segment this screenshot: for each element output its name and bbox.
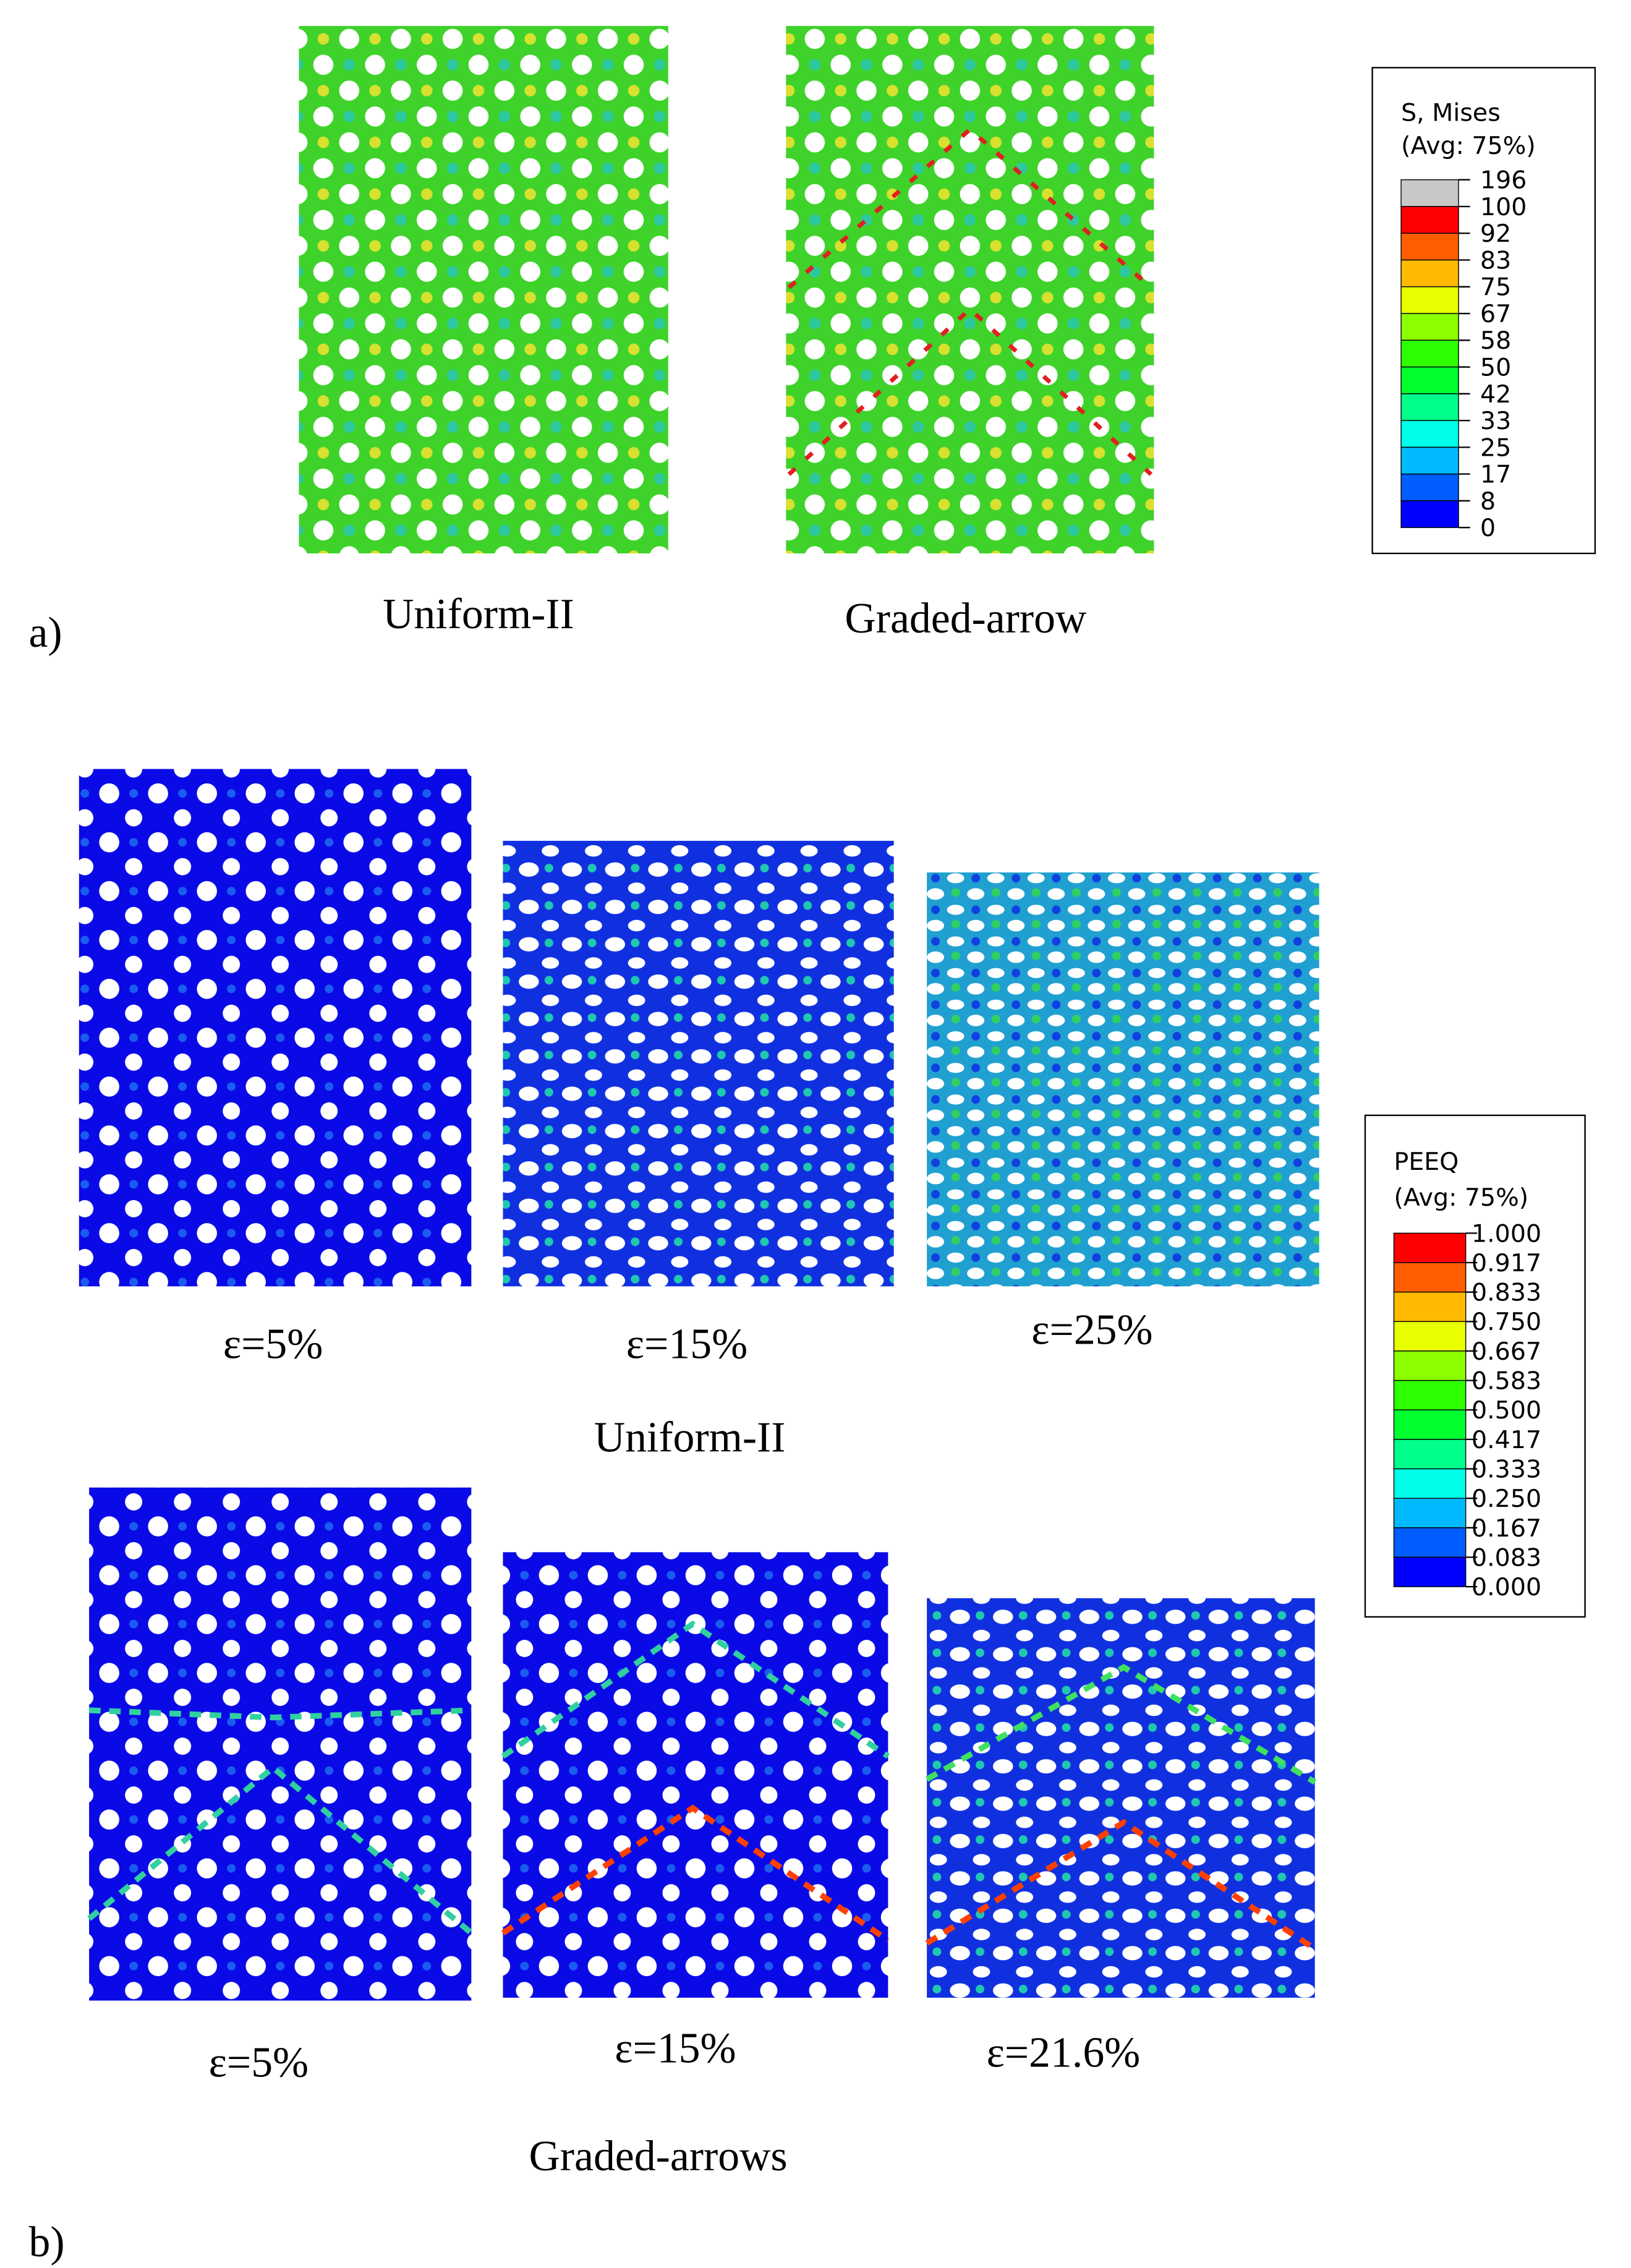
panel-label: a) xyxy=(28,609,62,657)
legend-swatch xyxy=(1393,1409,1467,1440)
legend-subtitle: (Avg: 75%) xyxy=(1401,132,1536,160)
caption: ε=15% xyxy=(615,2024,736,2072)
legend-label: 17 xyxy=(1480,461,1511,489)
legend-label: 33 xyxy=(1480,407,1511,435)
caption: Graded-arrow xyxy=(845,595,1087,642)
legend-swatch xyxy=(1400,232,1459,261)
legend-label: 50 xyxy=(1480,354,1511,382)
caption: ε=21.6% xyxy=(987,2029,1141,2076)
legend-swatch xyxy=(1400,206,1459,234)
legend-label: 1.000 xyxy=(1471,1219,1541,1248)
legend-swatch xyxy=(1400,179,1459,207)
legend-swatch xyxy=(1400,420,1459,448)
legend-swatch xyxy=(1393,1262,1467,1293)
legend-label: 58 xyxy=(1480,326,1511,355)
row-title: Graded-arrows xyxy=(529,2133,787,2180)
sim-image xyxy=(299,26,668,554)
legend-title: PEEQ xyxy=(1394,1148,1459,1176)
legend-label: 83 xyxy=(1480,246,1511,275)
legend-swatch xyxy=(1393,1556,1467,1587)
legend-label: 0.000 xyxy=(1471,1573,1541,1601)
legend-swatch xyxy=(1400,393,1459,421)
panel-label: b) xyxy=(28,2219,64,2266)
legend-subtitle: (Avg: 75%) xyxy=(1394,1183,1529,1212)
legend-swatch xyxy=(1393,1350,1467,1381)
legend-label: 0.417 xyxy=(1471,1426,1541,1454)
legend-label: 0.500 xyxy=(1471,1396,1541,1425)
sim-image xyxy=(503,840,894,1287)
caption: Uniform-II xyxy=(383,590,574,638)
legend-label: 25 xyxy=(1480,433,1511,462)
legend-swatch xyxy=(1393,1232,1467,1263)
row-title: Uniform-II xyxy=(594,1414,786,1462)
legend-label: 8 xyxy=(1480,487,1496,516)
legend-swatch xyxy=(1393,1468,1467,1499)
sim-image xyxy=(503,1552,888,1998)
legend-label: 0.333 xyxy=(1471,1455,1541,1483)
sim-image xyxy=(927,1598,1315,1998)
legend-label: 100 xyxy=(1480,193,1527,221)
sim-image xyxy=(927,872,1319,1287)
sim-image xyxy=(89,1487,472,2001)
legend-swatch xyxy=(1393,1439,1467,1470)
sim-image xyxy=(79,769,472,1287)
sim-image xyxy=(786,26,1154,554)
legend-swatch xyxy=(1400,339,1459,368)
legend-label: 196 xyxy=(1480,166,1527,195)
caption: ε=5% xyxy=(223,1321,323,1368)
caption: ε=15% xyxy=(626,1321,747,1368)
legend-label: 0.167 xyxy=(1471,1514,1541,1543)
legend-swatch xyxy=(1393,1379,1467,1410)
legend-swatch xyxy=(1393,1527,1467,1558)
legend-label: 0.917 xyxy=(1471,1249,1541,1277)
legend-label: 0.833 xyxy=(1471,1279,1541,1307)
caption: ε=5% xyxy=(209,2039,309,2087)
legend-label: 92 xyxy=(1480,220,1511,248)
legend-swatch xyxy=(1400,313,1459,341)
shear-bands xyxy=(87,1620,1317,1951)
caption: ε=25% xyxy=(1031,1306,1152,1354)
legend-swatch xyxy=(1400,473,1459,501)
legend-swatch xyxy=(1393,1291,1467,1323)
legend-swatch xyxy=(1400,286,1459,314)
legend-swatch xyxy=(1400,446,1459,475)
legend-label: 0 xyxy=(1480,514,1496,542)
legend-label: 67 xyxy=(1480,300,1511,328)
legend-label: 42 xyxy=(1480,380,1511,409)
legend-swatch xyxy=(1400,500,1459,528)
legend-label: 0.583 xyxy=(1471,1367,1541,1396)
legend-swatch xyxy=(1393,1321,1467,1352)
legend-swatch xyxy=(1393,1498,1467,1528)
legend-swatch xyxy=(1400,259,1459,288)
legend-label: 0.083 xyxy=(1471,1543,1541,1572)
legend-label: 0.750 xyxy=(1471,1308,1541,1336)
legend-title: S, Mises xyxy=(1401,98,1501,127)
legend-label: 75 xyxy=(1480,273,1511,302)
legend-label: 0.667 xyxy=(1471,1337,1541,1366)
legend-label: 0.250 xyxy=(1471,1485,1541,1513)
legend-swatch xyxy=(1400,366,1459,394)
